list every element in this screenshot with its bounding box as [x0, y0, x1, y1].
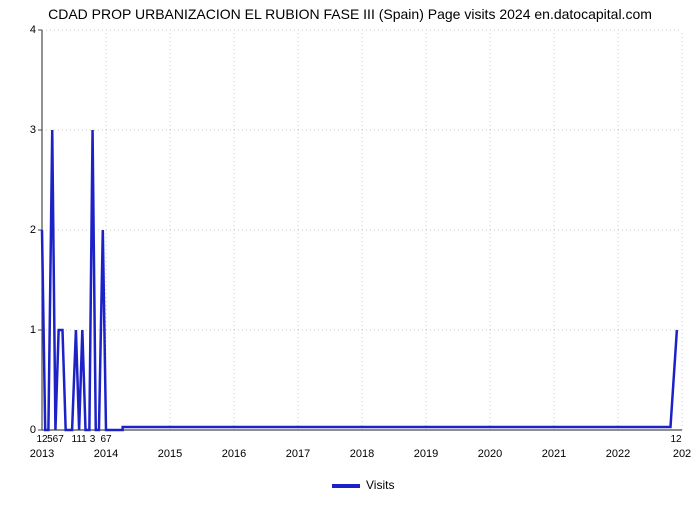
point-label: 3 — [90, 434, 96, 445]
point-label: 12 — [670, 434, 681, 445]
x-tick-label: 2015 — [158, 448, 182, 460]
y-tick-label: 2 — [20, 224, 36, 236]
y-tick-label: 1 — [20, 324, 36, 336]
x-tick-label: 2019 — [414, 448, 438, 460]
chart-area: 2013201420152016201720182019202020212022… — [0, 0, 700, 500]
x-tick-label: 2020 — [478, 448, 502, 460]
legend-label: Visits — [366, 478, 394, 492]
y-tick-label: 0 — [20, 424, 36, 436]
y-tick-label: 3 — [20, 124, 36, 136]
point-label: 111 — [72, 434, 87, 445]
legend-swatch — [332, 484, 360, 488]
y-tick-label: 4 — [20, 24, 36, 36]
x-tick-label: 2022 — [606, 448, 630, 460]
point-label: 567 — [47, 434, 64, 445]
chart-svg — [0, 0, 700, 500]
legend: Visits — [332, 478, 394, 492]
x-tick-label: 2021 — [542, 448, 566, 460]
point-label: 12 — [36, 434, 47, 445]
x-tick-label: 2016 — [222, 448, 246, 460]
x-tick-label: 2013 — [30, 448, 54, 460]
point-label: 67 — [100, 434, 111, 445]
x-tick-label: 2017 — [286, 448, 310, 460]
x-tick-label: 202 — [673, 448, 691, 460]
x-tick-label: 2014 — [94, 448, 118, 460]
x-tick-label: 2018 — [350, 448, 374, 460]
